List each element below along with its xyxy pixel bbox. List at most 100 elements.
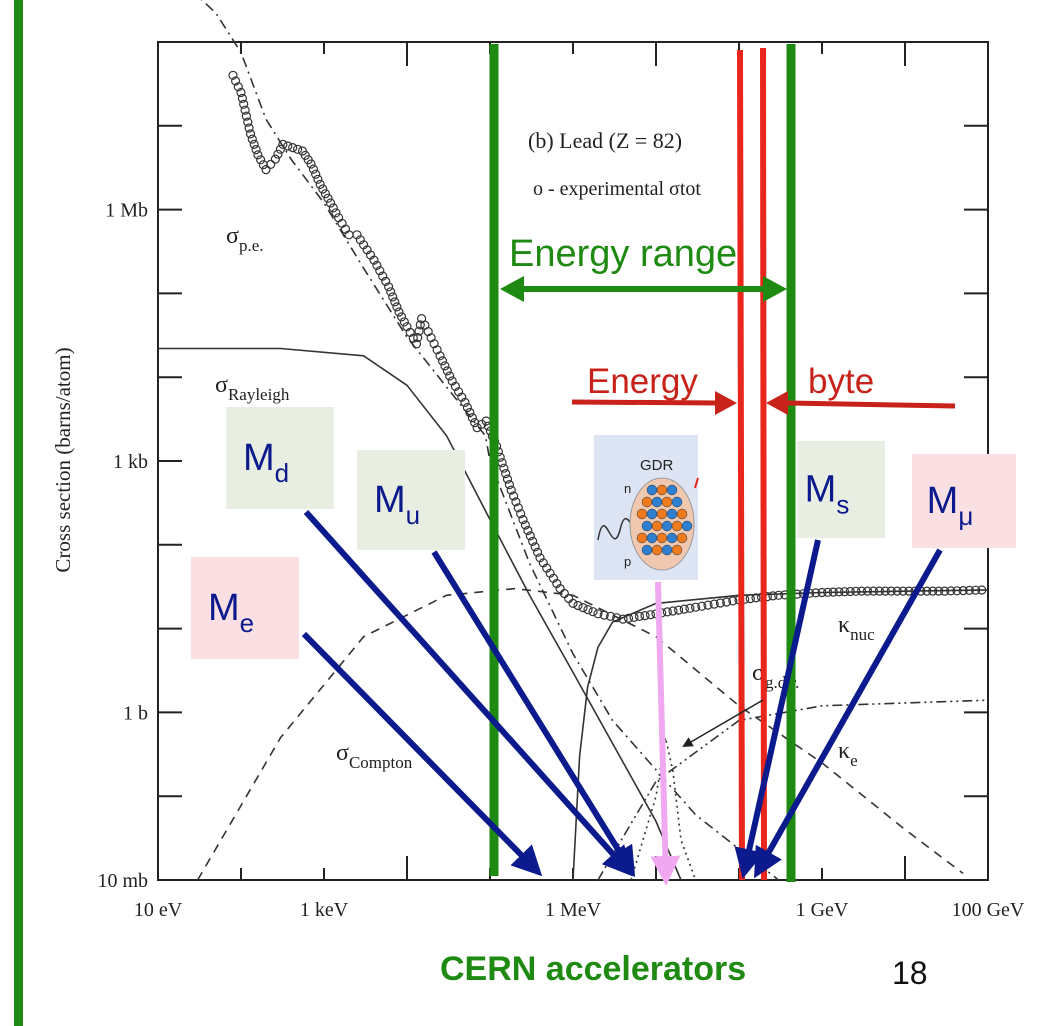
y-tick-label: 1 b xyxy=(123,702,148,724)
y-tick-label: 10 mb xyxy=(97,870,148,892)
experimental-point xyxy=(392,302,402,312)
experimental-point xyxy=(745,593,755,604)
nucleon xyxy=(651,520,663,532)
experimental-point xyxy=(928,586,938,596)
x-tick-labels: 10 eV 1 keV 1 MeV 1 GeV 100 GeV xyxy=(134,899,1025,921)
page-number: 18 xyxy=(892,955,928,991)
energy-range-label: Energy range xyxy=(509,233,737,275)
mass-box-md xyxy=(226,407,334,509)
experimental-point xyxy=(499,463,509,473)
experimental-point xyxy=(462,402,472,413)
experimental-point xyxy=(253,150,263,160)
experimental-point xyxy=(828,587,838,597)
experimental-point xyxy=(934,586,944,596)
experimental-point xyxy=(751,593,761,603)
ms-arrow xyxy=(734,539,821,879)
gdr-red-tick xyxy=(694,477,699,489)
experimental-point xyxy=(243,117,253,127)
experimental-point xyxy=(445,371,455,381)
experimental-point xyxy=(851,586,861,596)
experimental-point xyxy=(612,613,622,623)
experimental-point xyxy=(413,332,423,343)
experimental-point xyxy=(506,485,516,495)
me-arrow xyxy=(301,631,543,877)
nucleon xyxy=(641,496,653,508)
experimental-point xyxy=(528,536,538,547)
experimental-point xyxy=(442,366,452,376)
experimental-point xyxy=(892,586,902,596)
gdr-inset: GDR n p xyxy=(594,435,699,580)
experimental-point xyxy=(511,497,521,507)
experimental-point xyxy=(241,111,251,121)
experimental-point xyxy=(508,491,519,501)
experimental-point xyxy=(520,520,531,530)
experimental-point xyxy=(244,123,254,133)
experimental-point xyxy=(293,144,303,154)
energy-byte-arrows xyxy=(571,391,956,415)
experimental-point xyxy=(523,525,533,536)
slide-left-accent-bar xyxy=(14,0,23,1026)
experimental-point xyxy=(311,169,321,179)
experimental-point xyxy=(236,87,246,98)
experimental-point xyxy=(266,159,276,169)
experimental-point xyxy=(435,351,445,361)
nucleon xyxy=(636,532,648,544)
nucleon xyxy=(656,508,668,520)
curve-label-pe: σp.e. xyxy=(226,223,263,255)
experimental-point xyxy=(939,586,950,596)
y-tick-labels: 10 mb 1 b 1 kb 1 Mb xyxy=(97,200,148,892)
experimental-point xyxy=(618,614,628,624)
experimental-point xyxy=(326,198,336,208)
experimental-point xyxy=(390,297,400,307)
experimental-point xyxy=(423,327,433,337)
gdr-arrow xyxy=(650,581,681,886)
experimental-point xyxy=(513,503,523,513)
mass-arrows xyxy=(301,509,943,886)
experimental-point xyxy=(328,203,338,213)
experimental-point xyxy=(874,586,885,596)
experimental-point xyxy=(768,591,778,601)
experimental-point xyxy=(233,82,243,92)
experimental-point xyxy=(245,129,256,139)
experimental-point xyxy=(697,601,707,611)
experimental-point xyxy=(240,105,250,115)
mass-label-mu: Mu xyxy=(374,479,420,530)
experimental-point xyxy=(886,586,896,596)
experimental-point xyxy=(593,609,603,619)
energy-byte-left-line xyxy=(737,49,745,881)
experimental-point xyxy=(465,407,475,418)
y-tick-label: 1 Mb xyxy=(105,200,148,222)
nucleon xyxy=(661,544,673,556)
nucleon xyxy=(676,508,688,520)
experimental-point xyxy=(583,605,593,615)
cern-accelerators-caption: CERN accelerators xyxy=(440,950,747,988)
energy-range-arrow xyxy=(500,276,787,302)
md-arrow xyxy=(303,509,634,877)
experimental-point xyxy=(454,387,464,397)
experimental-point xyxy=(525,531,535,541)
experimental-point xyxy=(516,509,526,519)
experimental-point xyxy=(497,458,507,468)
experimental-point xyxy=(372,260,382,270)
experimental-point xyxy=(640,610,650,621)
y-tick-label: 1 kb xyxy=(113,451,148,473)
curve-label-knuc: κnuc xyxy=(838,612,875,644)
curve--e xyxy=(597,699,989,881)
nucleon xyxy=(641,544,653,556)
mass-box-ms xyxy=(797,441,885,538)
experimental-point xyxy=(573,600,583,611)
y-axis-title: Cross section (barns/atom) xyxy=(51,347,75,572)
experimental-point xyxy=(685,603,695,613)
experimental-point xyxy=(313,174,323,184)
curve--rayleigh xyxy=(158,347,682,881)
experimental-point xyxy=(946,586,956,596)
gdr-label-pointer xyxy=(682,699,764,748)
nucleon xyxy=(666,484,678,496)
byte-label: byte xyxy=(808,362,874,401)
experimental-point xyxy=(411,339,422,349)
experimental-point xyxy=(880,586,890,596)
experimental-point xyxy=(237,93,247,104)
nucleon xyxy=(656,484,668,496)
experimental-point xyxy=(588,607,598,617)
